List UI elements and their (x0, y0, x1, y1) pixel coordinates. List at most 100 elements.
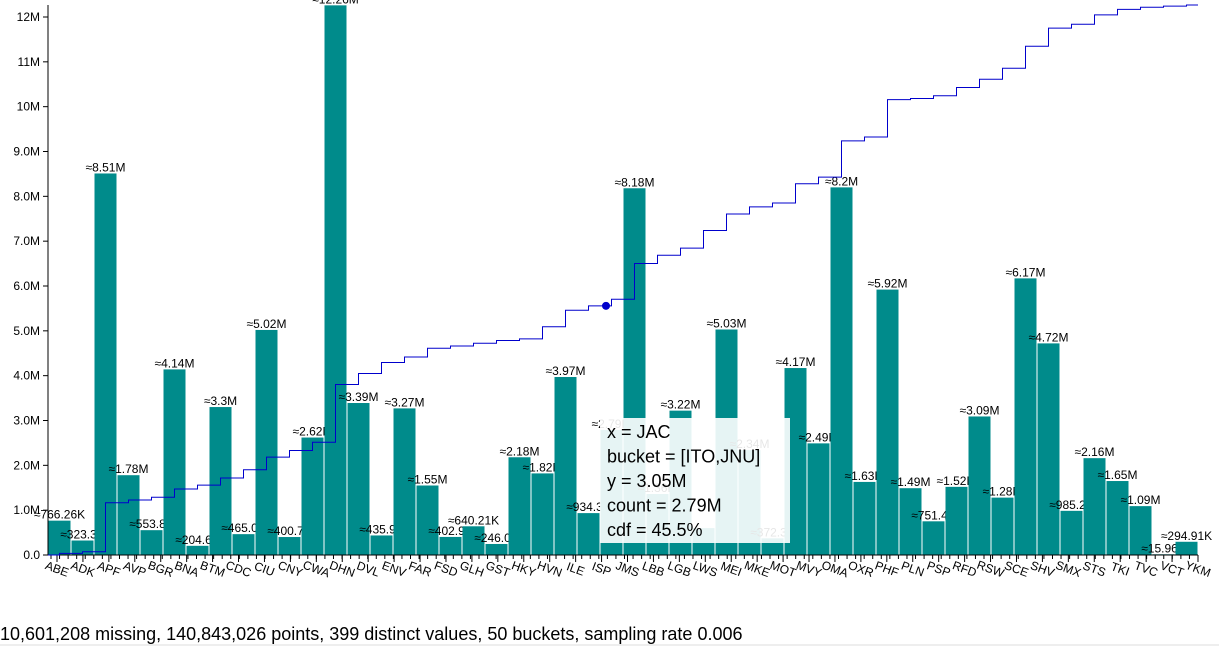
x-tick-label: BGR (146, 558, 176, 580)
bar (876, 289, 899, 555)
bar-label: ≈934.3K (566, 500, 611, 514)
bar-label: ≈402.9K (428, 524, 473, 538)
x-tick-label: LWS (691, 558, 719, 580)
bar-label: ≈1.63M (845, 469, 885, 483)
bar (1175, 541, 1198, 555)
x-tick-label: MVY (794, 558, 823, 580)
bar (370, 535, 393, 555)
tooltip-line: bucket = [ITO,JNU] (607, 447, 760, 467)
bar (899, 488, 922, 555)
x-tick-label: TVC (1132, 558, 1160, 579)
x-tick-label: DHN (328, 558, 357, 580)
bar (1037, 343, 1060, 555)
bar (1106, 481, 1129, 555)
bar (807, 443, 830, 555)
x-tick-label: VCT (1158, 558, 1186, 580)
bar-label: ≈2.18M (500, 444, 540, 458)
bar (485, 543, 508, 555)
bar-label: ≈640.21K (448, 513, 499, 527)
x-tick-label: CNY (276, 558, 305, 580)
bar-label: ≈3.09M (960, 403, 1000, 417)
x-tick-label: DVL (355, 558, 382, 579)
bar-label: ≈400.7K (267, 524, 312, 538)
bar (922, 521, 945, 555)
bar (347, 403, 370, 555)
bar-label: ≈2.62M (293, 425, 333, 439)
bar-label: ≈1.09M (1121, 493, 1161, 507)
x-tick-label: LGB (666, 558, 693, 579)
tooltip-line: y = 3.05M (607, 471, 687, 491)
bar-label: ≈5.02M (247, 317, 287, 331)
bar-label: ≈1.55M (408, 473, 448, 487)
x-tick-label: PSP (925, 558, 952, 579)
bar (1129, 506, 1152, 555)
bar (255, 329, 278, 555)
bar-label: ≈3.3M (204, 394, 237, 408)
bar (393, 408, 416, 555)
bar-label: ≈465.0K (221, 521, 266, 535)
y-tick-label: 8.0M (13, 189, 40, 203)
x-tick-label: GLH (458, 558, 486, 580)
x-tick-label: MKE (743, 558, 772, 580)
x-tick-label: TKI (1109, 559, 1131, 579)
bar-label: ≈985.2K (1049, 498, 1094, 512)
bar (48, 520, 71, 555)
y-tick-label: 7.0M (13, 234, 40, 248)
bar (531, 473, 554, 555)
bar-label: ≈766.26K (34, 508, 85, 522)
tooltip-line: cdf = 45.5% (607, 520, 703, 540)
x-tick-label: ADK (69, 558, 97, 580)
bar-label: ≈1.65M (1098, 468, 1138, 482)
x-tick-label: ABE (43, 558, 70, 579)
bar-label: ≈294.91K (1161, 529, 1212, 543)
bar (1060, 510, 1083, 555)
bar (991, 497, 1014, 555)
x-tick-label: CIU (252, 559, 276, 579)
x-tick-label: OMA (820, 558, 850, 581)
bar (968, 416, 991, 555)
bar (117, 475, 140, 555)
x-tick-label: STS (1081, 558, 1108, 579)
bar (439, 536, 462, 555)
x-tick-label: FAR (407, 558, 434, 579)
bar (1083, 458, 1106, 555)
bar-label: ≈3.97M (546, 364, 586, 378)
y-tick-label: 10M (17, 100, 40, 114)
bar-label: ≈4.72M (1029, 330, 1069, 344)
bar-label: ≈6.17M (1006, 265, 1046, 279)
bar-label: ≈4.17M (776, 355, 816, 369)
bar-label: ≈1.28M (983, 485, 1023, 499)
bar (1014, 278, 1037, 555)
x-tick-label: BTM (198, 558, 227, 580)
cdf-cursor (602, 301, 610, 310)
x-tick-label: PLN (899, 558, 926, 579)
bar-label: ≈3.27M (385, 395, 425, 409)
x-tick-label: JMS (614, 558, 641, 579)
x-tick-label: SMX (1054, 558, 1083, 580)
bar-label: ≈553.8K (129, 517, 174, 531)
tooltip-line: count = 2.79M (607, 496, 722, 516)
bar (830, 187, 853, 555)
bar-label: ≈3.22M (661, 398, 701, 412)
tooltip-box (600, 418, 790, 543)
bar (324, 5, 347, 556)
tooltip-line: x = JAC (607, 422, 671, 442)
y-tick-label: 2.0M (13, 458, 40, 472)
bar-label: ≈8.18M (615, 175, 655, 189)
bar (232, 534, 255, 555)
bar-label: ≈12.26M (312, 0, 359, 6)
footer: 10,601,208 missing, 140,843,026 points, … (0, 624, 742, 644)
y-tick-label: 9.0M (13, 145, 40, 159)
bar-label: ≈1.52M (937, 474, 977, 488)
x-tick-label: ILE (565, 559, 587, 578)
bar-label: ≈4.14M (155, 356, 195, 370)
y-tick-label: 12M (17, 10, 40, 24)
bar-label: ≈435.9K (359, 522, 404, 536)
bar (278, 537, 301, 555)
bar-label: ≈8.51M (86, 160, 126, 174)
x-tick-label: ENV (380, 558, 408, 580)
bar (554, 377, 577, 555)
x-tick-label: MOT (768, 558, 798, 581)
bar-label: ≈15.96K (1141, 541, 1186, 555)
bar (945, 486, 968, 555)
